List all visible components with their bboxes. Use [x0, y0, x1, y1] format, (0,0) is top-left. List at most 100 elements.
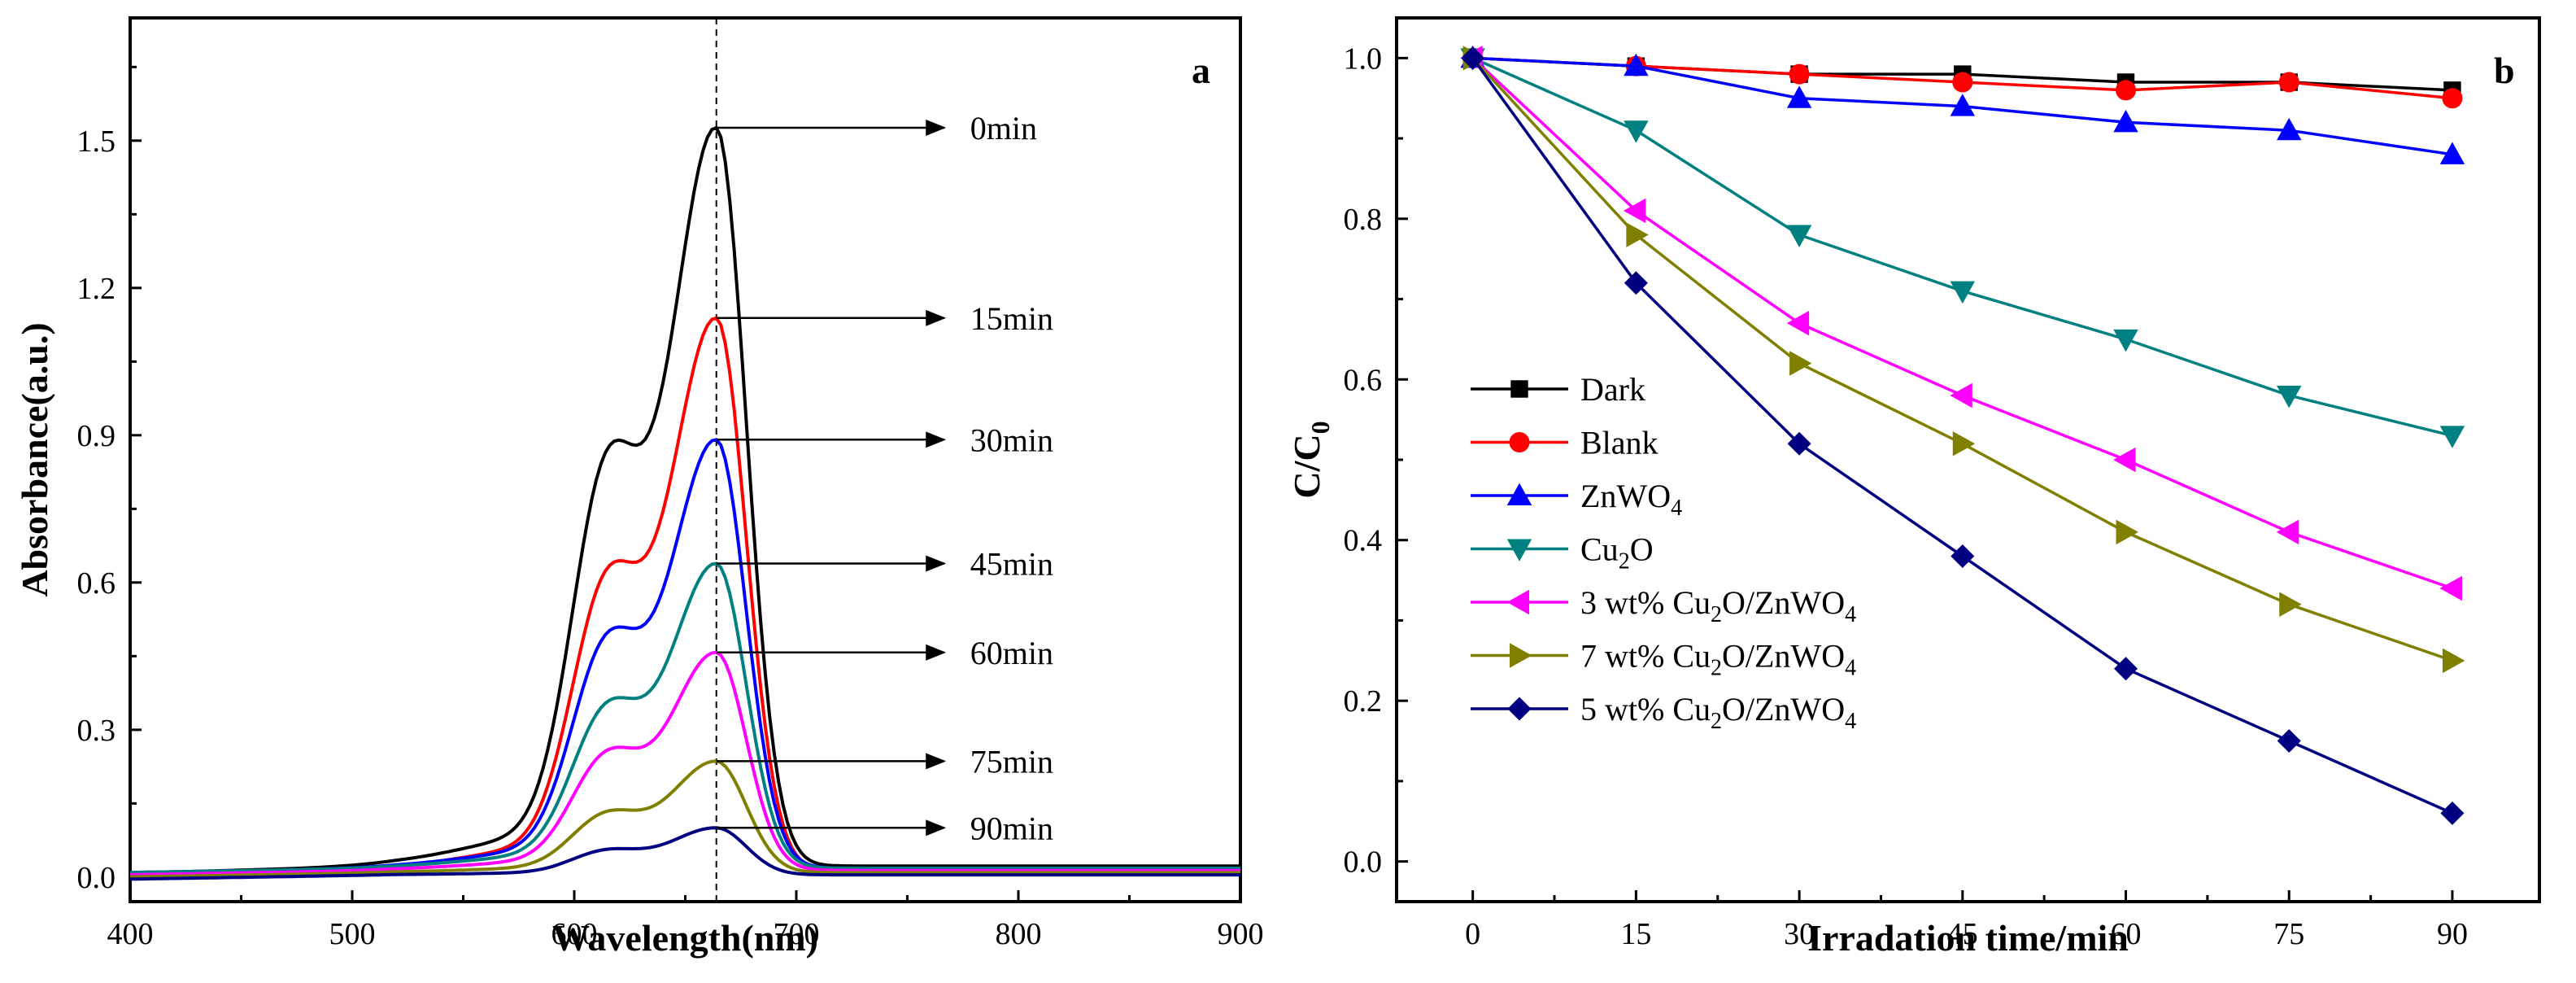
panel-a-plot-frame — [129, 16, 1242, 903]
panel-b-x-tick-label: 45 — [1947, 917, 1978, 951]
panel-a-x-tick-label: 700 — [774, 917, 820, 951]
panel-b-point — [1624, 120, 1649, 143]
panel-b-point — [1787, 431, 1811, 456]
legend-label: Dark — [1580, 371, 1645, 408]
legend-marker — [1506, 539, 1532, 561]
panel-b-point — [1624, 271, 1648, 295]
panel-b-plot-frame — [1395, 16, 2541, 903]
panel-b-x-tick-label: 30 — [1784, 917, 1815, 951]
panel-b-y-tick-label: 0.8 — [1344, 203, 1383, 237]
panel-b-x-tick-label: 90 — [2437, 917, 2468, 951]
panel-b-x-tick-label: 15 — [1620, 917, 1651, 951]
panel-b-point — [1952, 431, 1976, 457]
panel-b-point — [1786, 310, 1810, 336]
panel-a-curve-60min — [129, 650, 1240, 876]
panel-b-point — [2278, 72, 2299, 93]
panel-b-point — [2114, 657, 2138, 681]
legend-label: 3 wt% Cu2O/ZnWO4 — [1580, 584, 1856, 627]
panel-b-legend: Dark Blank ZnWO4 Cu2O 3 wt% Cu2O/ZnWO4 7 wt% … — [1471, 371, 1856, 734]
panel-b-point — [1786, 85, 1812, 108]
panel-b-point — [1624, 53, 1649, 76]
panel-a-annotation-label: 60min — [970, 635, 1053, 671]
panel-a-y-tick-label: 1.2 — [77, 272, 116, 306]
panel-a-y-axis-label: Absorbance(a.u.) — [14, 322, 55, 596]
legend-marker — [1509, 432, 1530, 452]
panel-a-curve-75min — [129, 759, 1240, 879]
panel-b-point — [1789, 63, 1810, 85]
panel-b-point — [2113, 447, 2136, 473]
panel-a-annotation-label: 45min — [970, 546, 1053, 583]
panel-b-series-cu2o — [1460, 48, 2465, 448]
panel-a-curves — [129, 18, 1240, 902]
panel-a-annotation-label: 0min — [970, 110, 1037, 146]
panel-b-y-tick-label: 1.0 — [1344, 42, 1383, 76]
panel-a-x-tick-label: 800 — [996, 917, 1042, 951]
legend-label: Blank — [1580, 425, 1658, 461]
panel-b-point — [2439, 575, 2462, 601]
panel-b-point — [2277, 729, 2301, 754]
panel-b-point — [2439, 426, 2465, 448]
panel-b-series-5-wt-cu2o-znwo4 — [1461, 46, 2465, 825]
panel-b-series — [1460, 45, 2465, 825]
panel-b-point — [2279, 592, 2302, 617]
legend-marker — [1509, 643, 1532, 668]
panel-b-chart: 0 15 30 45 60 75 90 0.0 0.2 0.4 0.6 0.8 1.0 Dark Blan… — [1286, 16, 2541, 959]
panel-a-y-tick-label: 0.0 — [77, 861, 116, 895]
panel-b-point — [1626, 222, 1649, 247]
panel-b-point — [1786, 225, 1812, 247]
panel-b-point — [1461, 46, 1485, 70]
panel-b-point — [2439, 142, 2465, 164]
panel-a-annotation-label: 75min — [970, 743, 1053, 780]
panel-b-y-tick-label: 0.2 — [1344, 684, 1383, 719]
panel-b-point — [1789, 351, 1812, 376]
panel-b-point — [2442, 648, 2465, 674]
panel-a-y-tick-label: 0.3 — [77, 714, 116, 748]
panel-a-x-tick-label: 400 — [107, 917, 154, 951]
panel-b-point — [1950, 281, 1976, 304]
panel-b-ticks: 0 15 30 45 60 75 90 0.0 0.2 0.4 0.6 0.8 1.0 — [1344, 42, 2468, 951]
panel-b-point — [1951, 544, 1975, 568]
panel-b-y-axis-label: C/C0 — [1286, 421, 1335, 498]
panel-b-point — [2113, 329, 2138, 352]
panel-a-x-axis-label: Wavelength(nm) — [552, 917, 818, 959]
panel-b-point — [2442, 88, 2463, 109]
legend-label: 5 wt% Cu2O/ZnWO4 — [1580, 691, 1856, 734]
panel-b-point — [2116, 519, 2138, 545]
panel-b-x-axis-label: Irradation time/min — [1807, 917, 2129, 959]
panel-a-x-tick-label: 900 — [1218, 917, 1264, 951]
panel-b-y-tick-label: 0.4 — [1344, 524, 1383, 558]
panel-b-letter: b — [2494, 50, 2515, 91]
panel-b-x-tick-label: 75 — [2273, 917, 2304, 951]
panel-b-point — [2276, 519, 2299, 545]
panel-a-y-tick-label: 1.5 — [77, 125, 116, 159]
panel-b-point — [2116, 80, 2137, 101]
panel-b-point — [2276, 117, 2302, 141]
panel-b-x-tick-label: 0 — [1465, 917, 1480, 951]
panel-b-point — [1952, 72, 1973, 93]
panel-a-curve-45min — [129, 561, 1240, 875]
panel-b-point — [2440, 801, 2465, 825]
panel-b-y-tick-label: 0.6 — [1344, 363, 1383, 397]
panel-b-y-tick-label: 0.0 — [1344, 845, 1383, 880]
panel-a-curve-0min — [129, 125, 1240, 875]
legend-marker — [1506, 589, 1530, 615]
panel-b-point — [2113, 109, 2138, 133]
panel-a-y-tick-label: 0.9 — [77, 419, 116, 453]
panel-a-annotations: 0min 15min 30min 45min 60min 75min 90min — [716, 110, 1053, 846]
panel-b-series-7-wt-cu2o-znwo4 — [1462, 46, 2465, 674]
panel-b-x-tick-label: 60 — [2111, 917, 2142, 951]
panel-b-point — [1950, 382, 1972, 408]
panel-a-x-tick-label: 600 — [551, 917, 598, 951]
panel-b-point — [1950, 94, 1976, 116]
panel-a-ticks: 400 500 600 700 800 900 0.0 0.3 0.6 0.9 1.2 1.5 — [77, 65, 1264, 951]
panel-a-letter: a — [1192, 50, 1210, 91]
legend-marker — [1507, 697, 1532, 721]
legend-marker — [1510, 380, 1528, 398]
panel-b-series-3-wt-cu2o-znwo4 — [1460, 46, 2462, 601]
legend-label: Cu2O — [1580, 531, 1654, 575]
panel-a-curve-30min — [129, 438, 1240, 875]
panel-a-curve-15min — [129, 316, 1240, 876]
panel-a-x-tick-label: 500 — [329, 917, 376, 951]
panel-a-annotation-label: 30min — [970, 422, 1053, 458]
